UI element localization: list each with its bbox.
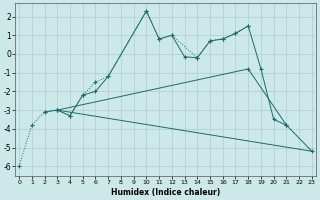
X-axis label: Humidex (Indice chaleur): Humidex (Indice chaleur) [111, 188, 220, 197]
